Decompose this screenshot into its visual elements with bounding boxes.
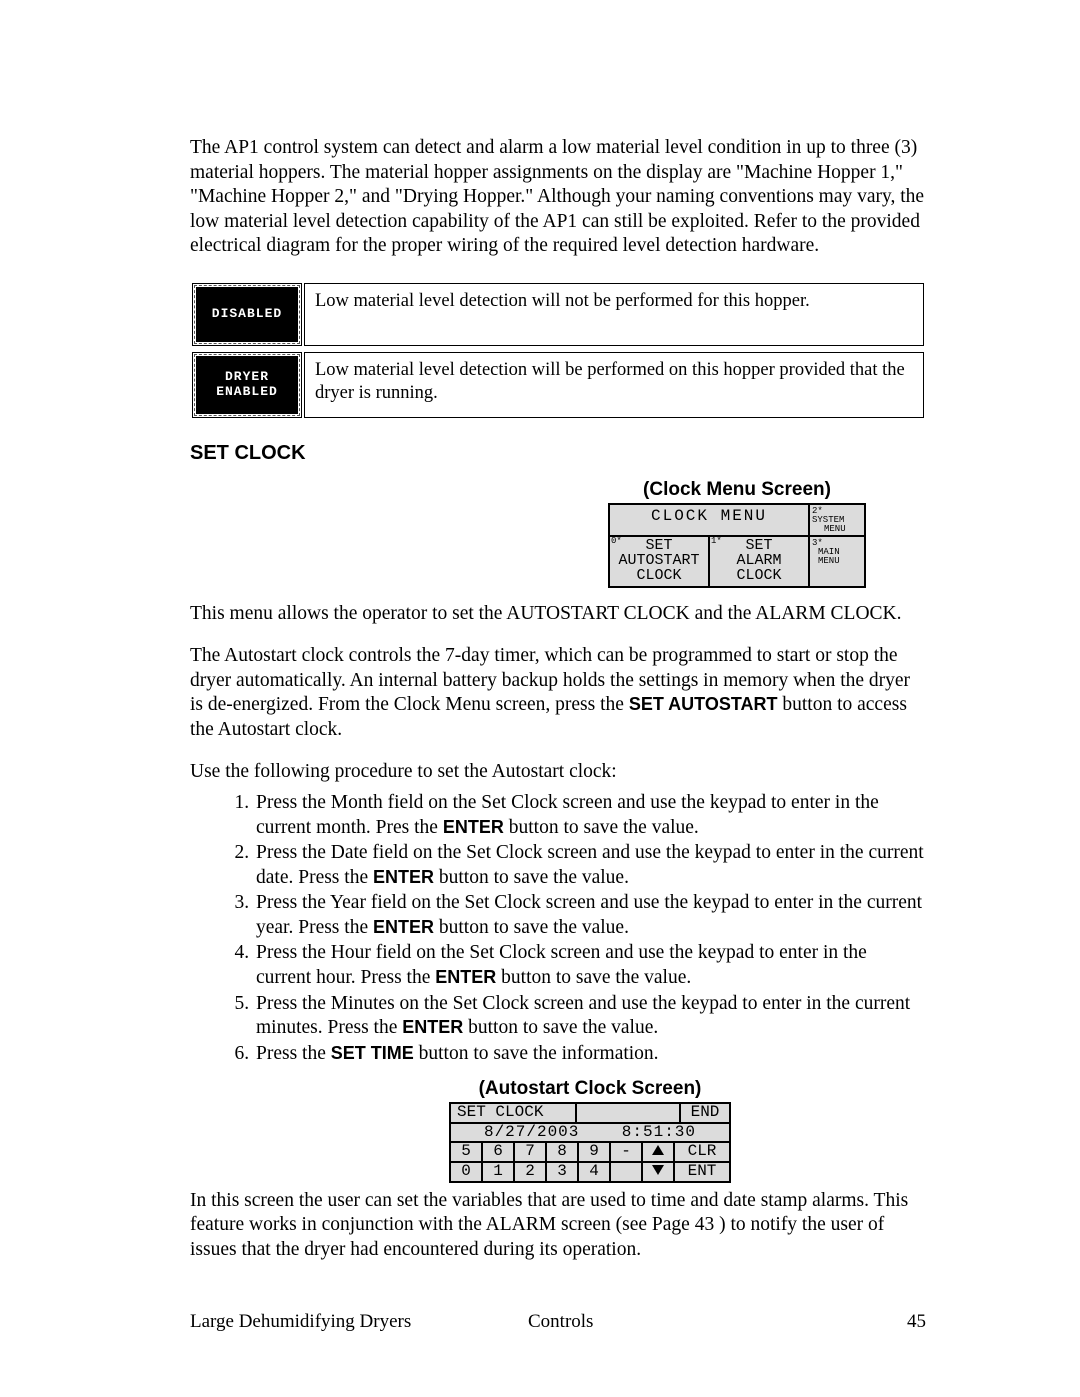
keypad-blank bbox=[611, 1163, 643, 1181]
keypad-up[interactable] bbox=[643, 1143, 675, 1161]
list-item: Press the Date field on the Set Clock sc… bbox=[254, 841, 926, 890]
page-footer: Large Dehumidifying Dryers Controls 45 bbox=[190, 1311, 926, 1333]
table-row: DISABLED Low material level detection wi… bbox=[192, 283, 924, 346]
set-alarm-clock-button[interactable]: 1*SET ALARM CLOCK bbox=[710, 537, 810, 586]
keypad-1[interactable]: 1 bbox=[483, 1163, 515, 1181]
list-item: Press the SET TIME button to save the in… bbox=[254, 1042, 926, 1067]
clock-menu-screen: (Clock Menu Screen) CLOCK MENU 2* SYSTEM… bbox=[608, 479, 866, 588]
keypad-0[interactable]: 0 bbox=[451, 1163, 483, 1181]
list-item: Press the Minutes on the Set Clock scree… bbox=[254, 992, 926, 1041]
clock-menu-header: CLOCK MENU bbox=[610, 505, 810, 535]
system-menu-button[interactable]: 2* SYSTEM MENU bbox=[810, 505, 864, 535]
status-desc: Low material level detection will not be… bbox=[304, 283, 924, 346]
keypad-6[interactable]: 6 bbox=[483, 1143, 515, 1161]
end-button[interactable]: END bbox=[681, 1104, 729, 1122]
intro-paragraph: The AP1 control system can detect and al… bbox=[190, 136, 926, 259]
keypad-minus[interactable]: - bbox=[611, 1143, 643, 1161]
spacer bbox=[577, 1104, 681, 1122]
keypad-ent[interactable]: ENT bbox=[675, 1163, 729, 1181]
footer-left: Large Dehumidifying Dryers bbox=[190, 1311, 528, 1333]
list-item: Press the Hour field on the Set Clock sc… bbox=[254, 941, 926, 990]
body-paragraph: The Autostart clock controls the 7-day t… bbox=[190, 644, 926, 742]
keypad-3[interactable]: 3 bbox=[547, 1163, 579, 1181]
arrow-up-icon bbox=[651, 1143, 665, 1157]
autostart-clock-screen: (Autostart Clock Screen) SET CLOCK END 8… bbox=[449, 1078, 731, 1182]
table-row: DRYER ENABLED Low material level detecti… bbox=[192, 352, 924, 418]
status-desc: Low material level detection will be per… bbox=[304, 352, 924, 418]
keypad-7[interactable]: 7 bbox=[515, 1143, 547, 1161]
datetime-display: 8/27/2003 8:51:30 bbox=[451, 1124, 729, 1142]
keypad-down[interactable] bbox=[643, 1163, 675, 1181]
main-menu-button[interactable]: 3* MAIN MENU bbox=[810, 537, 864, 586]
clock-menu-title: (Clock Menu Screen) bbox=[608, 479, 866, 501]
keypad-4[interactable]: 4 bbox=[579, 1163, 611, 1181]
footer-page-number: 45 bbox=[866, 1311, 926, 1333]
status-badge-disabled: DISABLED bbox=[192, 283, 302, 346]
arrow-down-icon bbox=[651, 1163, 665, 1177]
list-item: Press the Month field on the Set Clock s… bbox=[254, 791, 926, 840]
body-paragraph: This menu allows the operator to set the… bbox=[190, 602, 926, 627]
footer-center: Controls bbox=[528, 1311, 866, 1333]
procedure-list: Press the Month field on the Set Clock s… bbox=[190, 791, 926, 1066]
keypad-5[interactable]: 5 bbox=[451, 1143, 483, 1161]
keypad-row: 0 1 2 3 4 ENT bbox=[451, 1161, 729, 1181]
autostart-title: (Autostart Clock Screen) bbox=[449, 1078, 731, 1100]
set-clock-label: SET CLOCK bbox=[451, 1104, 577, 1122]
section-heading-set-clock: SET CLOCK bbox=[190, 442, 926, 465]
keypad-9[interactable]: 9 bbox=[579, 1143, 611, 1161]
list-item: Press the Year field on the Set Clock sc… bbox=[254, 891, 926, 940]
keypad-2[interactable]: 2 bbox=[515, 1163, 547, 1181]
status-table: DISABLED Low material level detection wi… bbox=[190, 277, 926, 424]
keypad-row: 5 6 7 8 9 - CLR bbox=[451, 1141, 729, 1161]
keypad-clr[interactable]: CLR bbox=[675, 1143, 729, 1161]
status-badge-dryer-enabled: DRYER ENABLED bbox=[192, 352, 302, 418]
set-autostart-clock-button[interactable]: 0*SET AUTOSTART CLOCK bbox=[610, 537, 710, 586]
body-paragraph: Use the following procedure to set the A… bbox=[190, 760, 926, 785]
closing-paragraph: In this screen the user can set the vari… bbox=[190, 1189, 926, 1263]
keypad-8[interactable]: 8 bbox=[547, 1143, 579, 1161]
